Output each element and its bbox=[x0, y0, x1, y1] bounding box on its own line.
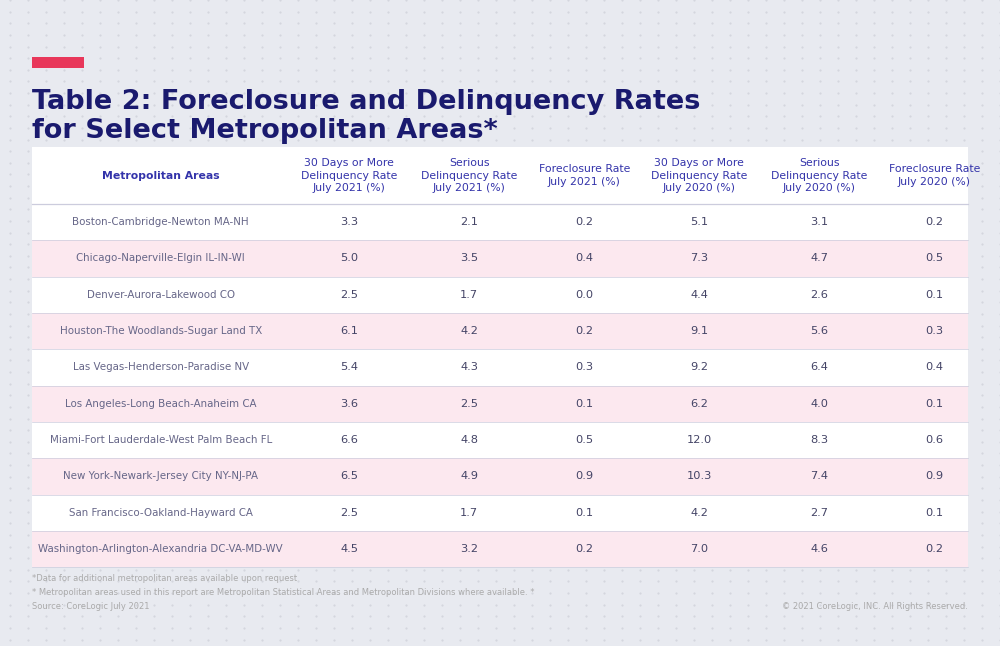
Text: Serious
Delinquency Rate
July 2021 (%): Serious Delinquency Rate July 2021 (%) bbox=[421, 158, 517, 193]
Text: Foreclosure Rate
July 2021 (%): Foreclosure Rate July 2021 (%) bbox=[539, 164, 630, 187]
Bar bbox=[32, 386, 968, 422]
Text: Las Vegas-Henderson-Paradise NV: Las Vegas-Henderson-Paradise NV bbox=[73, 362, 249, 373]
Text: 2.5: 2.5 bbox=[460, 399, 478, 409]
Text: New York-Newark-Jersey City NY-NJ-PA: New York-Newark-Jersey City NY-NJ-PA bbox=[63, 472, 258, 481]
Text: 7.0: 7.0 bbox=[690, 544, 708, 554]
Text: 6.4: 6.4 bbox=[810, 362, 828, 373]
Text: 3.1: 3.1 bbox=[810, 217, 828, 227]
Text: 6.5: 6.5 bbox=[340, 472, 358, 481]
Text: *Data for additional metropolitan areas available upon request: *Data for additional metropolitan areas … bbox=[32, 574, 297, 583]
Text: © 2021 CoreLogic, INC. All Rights Reserved.: © 2021 CoreLogic, INC. All Rights Reserv… bbox=[782, 602, 968, 611]
Text: 2.5: 2.5 bbox=[340, 508, 358, 517]
Text: 4.3: 4.3 bbox=[460, 362, 478, 373]
Text: for Select Metropolitan Areas*: for Select Metropolitan Areas* bbox=[32, 118, 498, 143]
Text: 0.5: 0.5 bbox=[575, 435, 593, 445]
Text: 0.3: 0.3 bbox=[575, 362, 593, 373]
Text: Los Angeles-Long Beach-Anaheim CA: Los Angeles-Long Beach-Anaheim CA bbox=[65, 399, 256, 409]
Bar bbox=[32, 240, 968, 276]
Text: 6.1: 6.1 bbox=[340, 326, 358, 336]
Text: 30 Days or More
Delinquency Rate
July 2021 (%): 30 Days or More Delinquency Rate July 20… bbox=[301, 158, 397, 193]
Text: * Metropolitan areas used in this report are Metropolitan Statistical Areas and : * Metropolitan areas used in this report… bbox=[32, 588, 534, 597]
Text: 6.6: 6.6 bbox=[340, 435, 358, 445]
Text: 10.3: 10.3 bbox=[687, 472, 712, 481]
Text: 3.3: 3.3 bbox=[340, 217, 358, 227]
Text: 4.5: 4.5 bbox=[340, 544, 358, 554]
Text: 0.1: 0.1 bbox=[925, 399, 943, 409]
Text: Source: CoreLogic July 2021: Source: CoreLogic July 2021 bbox=[32, 602, 150, 611]
Text: 0.2: 0.2 bbox=[575, 544, 593, 554]
Text: 4.2: 4.2 bbox=[690, 508, 708, 517]
Text: 5.4: 5.4 bbox=[340, 362, 358, 373]
Text: 4.7: 4.7 bbox=[810, 253, 828, 264]
Text: 3.5: 3.5 bbox=[460, 253, 478, 264]
Text: 9.2: 9.2 bbox=[690, 362, 708, 373]
Text: Denver-Aurora-Lakewood CO: Denver-Aurora-Lakewood CO bbox=[87, 290, 235, 300]
Text: San Francisco-Oakland-Hayward CA: San Francisco-Oakland-Hayward CA bbox=[69, 508, 253, 517]
Bar bbox=[32, 147, 968, 567]
Bar bbox=[32, 531, 968, 567]
Text: 0.2: 0.2 bbox=[925, 544, 943, 554]
Text: 4.0: 4.0 bbox=[810, 399, 828, 409]
Text: Table 2: Foreclosure and Delinquency Rates: Table 2: Foreclosure and Delinquency Rat… bbox=[32, 89, 700, 115]
Text: 0.4: 0.4 bbox=[925, 362, 943, 373]
Bar bbox=[32, 276, 968, 313]
Text: Washington-Arlington-Alexandria DC-VA-MD-WV: Washington-Arlington-Alexandria DC-VA-MD… bbox=[38, 544, 283, 554]
Text: 1.7: 1.7 bbox=[460, 508, 478, 517]
Text: 0.3: 0.3 bbox=[925, 326, 943, 336]
Text: 2.6: 2.6 bbox=[810, 290, 828, 300]
Text: Metropolitan Areas: Metropolitan Areas bbox=[102, 171, 220, 181]
Text: 0.4: 0.4 bbox=[575, 253, 593, 264]
Text: 2.7: 2.7 bbox=[810, 508, 828, 517]
Bar bbox=[32, 495, 968, 531]
Text: 2.5: 2.5 bbox=[340, 290, 358, 300]
Bar bbox=[32, 313, 968, 349]
Bar bbox=[32, 204, 968, 240]
Text: 0.2: 0.2 bbox=[575, 217, 593, 227]
Text: 0.6: 0.6 bbox=[925, 435, 943, 445]
Text: 0.5: 0.5 bbox=[925, 253, 943, 264]
Text: 4.9: 4.9 bbox=[460, 472, 478, 481]
Bar bbox=[32, 422, 968, 458]
Text: 4.8: 4.8 bbox=[460, 435, 478, 445]
Bar bbox=[32, 349, 968, 386]
Text: 0.1: 0.1 bbox=[925, 290, 943, 300]
Text: 0.9: 0.9 bbox=[575, 472, 593, 481]
Text: 0.1: 0.1 bbox=[575, 508, 593, 517]
Text: 3.2: 3.2 bbox=[460, 544, 478, 554]
Text: Chicago-Naperville-Elgin IL-IN-WI: Chicago-Naperville-Elgin IL-IN-WI bbox=[76, 253, 245, 264]
Text: 5.0: 5.0 bbox=[340, 253, 358, 264]
Text: 4.4: 4.4 bbox=[690, 290, 708, 300]
Text: 5.6: 5.6 bbox=[810, 326, 828, 336]
Text: 0.2: 0.2 bbox=[925, 217, 943, 227]
Text: 7.3: 7.3 bbox=[690, 253, 708, 264]
Text: 0.1: 0.1 bbox=[925, 508, 943, 517]
Text: 9.1: 9.1 bbox=[690, 326, 708, 336]
Bar bbox=[32, 57, 84, 68]
Text: 1.7: 1.7 bbox=[460, 290, 478, 300]
Text: 12.0: 12.0 bbox=[687, 435, 712, 445]
Text: Miami-Fort Lauderdale-West Palm Beach FL: Miami-Fort Lauderdale-West Palm Beach FL bbox=[50, 435, 272, 445]
Text: Serious
Delinquency Rate
July 2020 (%): Serious Delinquency Rate July 2020 (%) bbox=[771, 158, 867, 193]
Bar bbox=[32, 458, 968, 495]
Text: Foreclosure Rate
July 2020 (%): Foreclosure Rate July 2020 (%) bbox=[889, 164, 980, 187]
Text: 0.1: 0.1 bbox=[575, 399, 593, 409]
Text: 3.6: 3.6 bbox=[340, 399, 358, 409]
Text: 0.2: 0.2 bbox=[575, 326, 593, 336]
Text: 6.2: 6.2 bbox=[690, 399, 708, 409]
Text: 0.9: 0.9 bbox=[925, 472, 943, 481]
Text: 5.1: 5.1 bbox=[690, 217, 708, 227]
Text: 8.3: 8.3 bbox=[810, 435, 828, 445]
Text: 2.1: 2.1 bbox=[460, 217, 478, 227]
Text: 30 Days or More
Delinquency Rate
July 2020 (%): 30 Days or More Delinquency Rate July 20… bbox=[651, 158, 748, 193]
Text: 0.0: 0.0 bbox=[575, 290, 593, 300]
Text: 7.4: 7.4 bbox=[810, 472, 828, 481]
Bar bbox=[32, 147, 968, 204]
Text: Boston-Cambridge-Newton MA-NH: Boston-Cambridge-Newton MA-NH bbox=[72, 217, 249, 227]
Text: 4.6: 4.6 bbox=[810, 544, 828, 554]
Text: Houston-The Woodlands-Sugar Land TX: Houston-The Woodlands-Sugar Land TX bbox=[60, 326, 262, 336]
Text: 4.2: 4.2 bbox=[460, 326, 478, 336]
